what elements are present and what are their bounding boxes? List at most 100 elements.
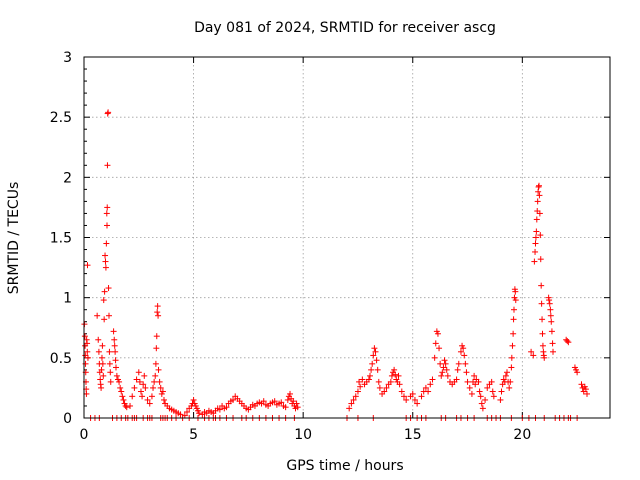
data-point [468, 390, 475, 397]
data-point [422, 384, 429, 391]
data-point [478, 400, 485, 407]
data-point [140, 381, 147, 388]
data-point [82, 360, 89, 367]
data-point [101, 316, 108, 323]
data-point [133, 376, 140, 383]
data-point [84, 340, 91, 347]
data-point [107, 369, 114, 376]
data-point [508, 354, 515, 361]
data-point [482, 396, 489, 403]
x-axis-label: GPS time / hours [286, 458, 403, 474]
data-point [157, 384, 164, 391]
data-point [369, 360, 376, 367]
data-point [374, 366, 381, 373]
data-point [368, 366, 375, 373]
x-tick-label: 20 [513, 427, 531, 443]
data-point [354, 388, 361, 395]
data-point [490, 393, 497, 400]
data-point [156, 378, 163, 385]
data-point [429, 376, 436, 383]
data-point [105, 109, 112, 116]
data-point [105, 285, 112, 292]
data-point [507, 378, 514, 385]
data-point [102, 264, 109, 271]
data-point [550, 348, 557, 355]
data-point [290, 398, 297, 405]
data-point [396, 381, 403, 388]
data-point [367, 372, 374, 379]
y-tick-label: 3 [63, 50, 72, 66]
y-axis-label: SRMTID / TECUs [6, 182, 22, 295]
data-point [352, 393, 359, 400]
data-point [110, 328, 117, 335]
y-tick-label: 2 [63, 170, 72, 186]
data-point [373, 357, 380, 364]
data-point [457, 348, 464, 355]
data-point [375, 378, 382, 385]
data-point [539, 342, 546, 349]
data-point [565, 339, 572, 346]
data-point [141, 372, 148, 379]
data-point [348, 400, 355, 407]
data-point [106, 348, 113, 355]
data-point [460, 345, 467, 352]
data-point [438, 372, 445, 379]
data-point [392, 371, 399, 378]
data-point [100, 372, 107, 379]
data-point [119, 393, 126, 400]
data-point [120, 396, 127, 403]
data-point [127, 402, 134, 409]
data-point [498, 388, 505, 395]
data-point [528, 348, 535, 355]
data-point [98, 354, 105, 361]
data-point [99, 360, 106, 367]
grid-lines [84, 57, 610, 418]
data-point [103, 210, 110, 217]
data-point [117, 384, 124, 391]
data-point [142, 384, 149, 391]
data-point [356, 378, 363, 385]
data-point [512, 297, 519, 304]
chart-title: Day 081 of 2024, SRMTID for receiver asc… [194, 20, 496, 36]
data-point [371, 345, 378, 352]
data-point [99, 342, 106, 349]
axis-ticks: 0 0.5 1 1.5 2 2.5 3 0 5 10 15 20 [50, 50, 610, 443]
data-point [116, 378, 123, 385]
y-tick-label: 0 [63, 411, 72, 427]
data-point [444, 372, 451, 379]
data-point [454, 366, 461, 373]
x-tick-label: 10 [294, 427, 312, 443]
data-point [151, 378, 158, 385]
data-point [387, 378, 394, 385]
data-point [287, 390, 294, 397]
data-point [431, 354, 438, 361]
data-point [434, 330, 441, 337]
data-point [472, 381, 479, 388]
data-point [548, 318, 555, 325]
data-point [546, 297, 553, 304]
data-point [532, 240, 539, 247]
data-point [102, 252, 109, 259]
data-point [414, 400, 421, 407]
data-point [223, 404, 230, 411]
data-point [479, 405, 486, 412]
data-point [439, 369, 446, 376]
data-point [388, 372, 395, 379]
data-point [395, 372, 402, 379]
x-tick-label: 5 [189, 427, 198, 443]
data-point [123, 404, 130, 411]
data-point [159, 388, 166, 395]
data-point [489, 388, 496, 395]
data-point [112, 364, 119, 371]
data-point [537, 232, 544, 239]
data-point [510, 316, 517, 323]
data-point [564, 337, 571, 344]
data-point [152, 372, 159, 379]
data-point [538, 300, 545, 307]
data-point [365, 376, 372, 383]
data-point [425, 388, 432, 395]
data-point [488, 378, 495, 385]
x-tick-label: 0 [80, 427, 89, 443]
data-point [102, 258, 109, 265]
